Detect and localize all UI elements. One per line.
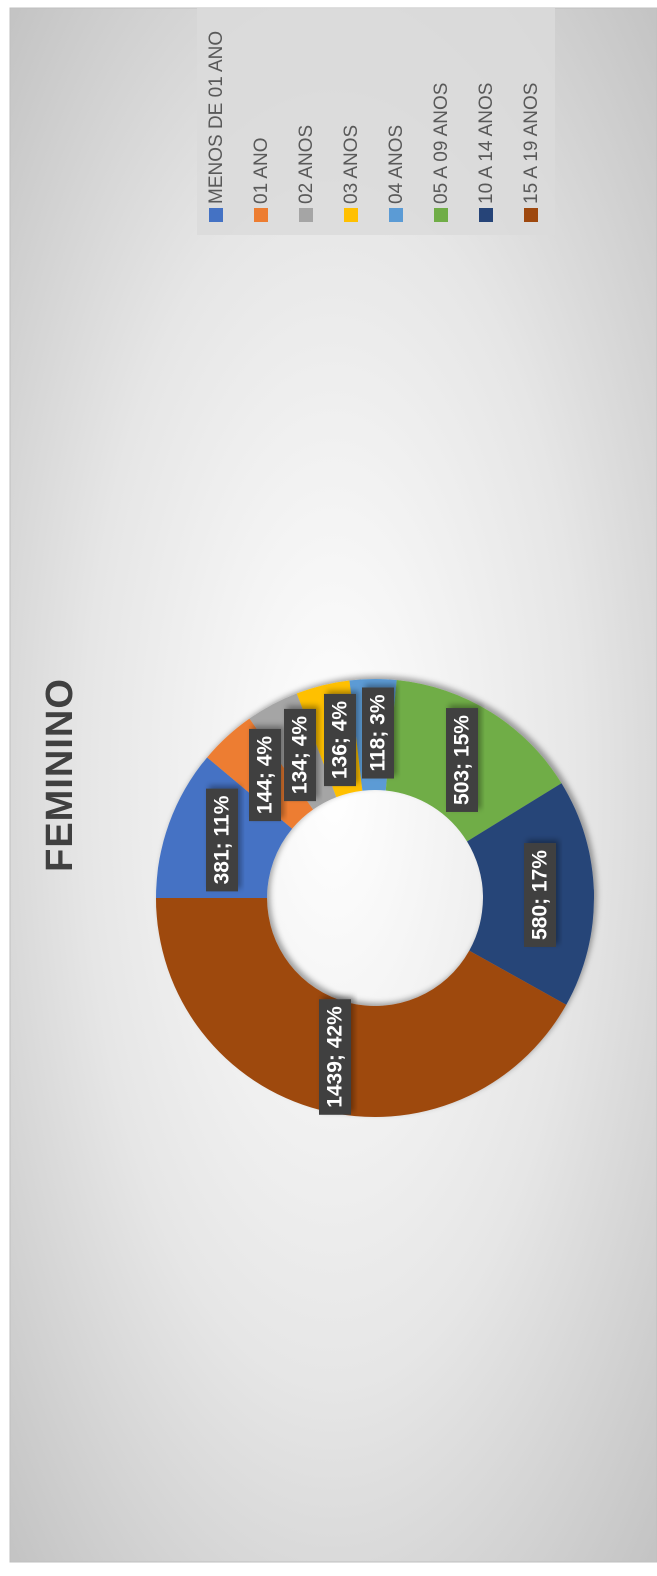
data-label-box bbox=[324, 693, 356, 787]
legend-swatch bbox=[299, 208, 313, 222]
legend-swatch bbox=[479, 208, 493, 222]
data-label-box bbox=[319, 999, 351, 1115]
data-label-box bbox=[362, 687, 394, 779]
legend-swatch bbox=[389, 208, 403, 222]
data-label: 136; 4% bbox=[329, 701, 352, 780]
legend-label: 02 ANOS bbox=[296, 125, 317, 204]
data-label: 503; 15% bbox=[451, 715, 474, 805]
legend-label: 05 A 09 ANOS bbox=[431, 83, 452, 204]
legend-label: 01 ANO bbox=[251, 137, 272, 204]
legend-label: 03 ANOS bbox=[341, 125, 362, 204]
legend-label: 10 A 14 ANOS bbox=[476, 83, 497, 204]
data-label-box bbox=[284, 708, 316, 802]
data-label-box bbox=[524, 843, 556, 947]
legend-swatch bbox=[524, 208, 538, 222]
legend-label: 15 A 19 ANOS bbox=[521, 83, 542, 204]
data-label-box bbox=[446, 708, 478, 812]
data-label: 118; 3% bbox=[367, 694, 390, 771]
data-label: 580; 17% bbox=[529, 850, 552, 940]
legend-swatch bbox=[344, 208, 358, 222]
legend-label: MENOS DE 01 ANO bbox=[206, 31, 227, 204]
data-label: 134; 4% bbox=[289, 716, 312, 795]
legend-label: 04 ANOS bbox=[386, 125, 407, 204]
data-label-box bbox=[206, 788, 238, 892]
data-label: 1439; 42% bbox=[324, 1006, 347, 1108]
legend-background bbox=[197, 8, 555, 235]
legend-swatch bbox=[434, 208, 448, 222]
chart-body: FEMININO 381; 11% 144; 4% 134; 4% 136; 4% 11… bbox=[39, 8, 594, 1117]
legend-swatch bbox=[254, 208, 268, 222]
data-label-box bbox=[249, 728, 281, 822]
data-label: 144; 4% bbox=[254, 736, 277, 815]
chart-title: FEMININO bbox=[39, 678, 81, 872]
donut-slice bbox=[156, 898, 567, 1117]
legend-swatch bbox=[209, 208, 223, 222]
data-label: 381; 11% bbox=[211, 795, 234, 884]
